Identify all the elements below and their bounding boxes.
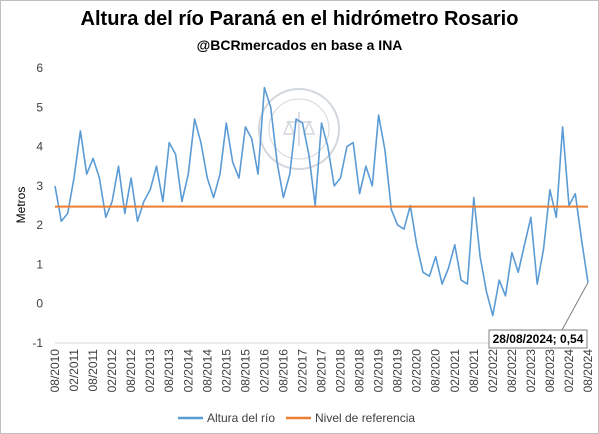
x-tick-label: 02/2023 — [524, 349, 538, 393]
x-tick-label: 08/2015 — [238, 349, 252, 393]
x-tick-label: 02/2014 — [181, 349, 195, 393]
x-tick-label: 02/2017 — [295, 349, 309, 393]
x-tick-label: 02/2020 — [410, 349, 424, 393]
x-tick-label: 02/2012 — [105, 349, 119, 393]
x-tick-label: 08/2014 — [200, 349, 214, 393]
chart-title: Altura del río Paraná en el hidrómetro R… — [80, 8, 519, 30]
y-tick-label: -1 — [32, 336, 43, 350]
y-axis-label: Metros — [14, 187, 28, 224]
watermark-seal — [258, 88, 340, 170]
y-tick-label: 5 — [36, 100, 43, 114]
x-tick-label: 02/2015 — [219, 349, 233, 393]
x-tick-label: 08/2021 — [467, 349, 481, 393]
y-tick-label: 0 — [36, 297, 43, 311]
annotation-box — [488, 329, 588, 349]
legend-label-altura: Altura del río — [207, 411, 275, 425]
x-tick-label: 02/2013 — [143, 349, 157, 393]
x-tick-label: 02/2019 — [372, 349, 386, 393]
x-tick-label: 08/2011 — [86, 349, 100, 392]
x-tick-label: 02/2011 — [67, 349, 81, 392]
y-tick-label: 6 — [36, 61, 43, 75]
x-tick-label: 02/2022 — [486, 349, 500, 393]
x-tick-label: 08/2020 — [429, 349, 443, 393]
x-tick-label: 02/2016 — [257, 349, 271, 393]
x-tick-label: 08/2016 — [276, 349, 290, 393]
y-tick-label: 3 — [36, 179, 43, 193]
chart-subtitle: @BCRmercados en base a INA — [196, 37, 403, 53]
x-tick-label: 02/2018 — [334, 349, 348, 393]
x-tick-label: 02/2024 — [562, 349, 576, 393]
x-tick-label: 08/2013 — [162, 349, 176, 393]
x-tick-label: 02/2021 — [448, 349, 462, 393]
y-tick-label: 2 — [36, 218, 43, 232]
x-tick-label: 08/2023 — [543, 349, 557, 393]
x-tick-label: 08/2019 — [391, 349, 405, 393]
y-tick-label: 4 — [36, 140, 43, 154]
x-tick-label: 08/2010 — [48, 349, 62, 393]
x-tick-label: 08/2024 — [581, 349, 595, 393]
x-tick-label: 08/2022 — [505, 349, 519, 393]
annotation-leader-line — [561, 282, 589, 331]
legend-label-referencia: Nivel de referencia — [315, 411, 415, 425]
x-tick-label: 08/2018 — [353, 349, 367, 393]
legend: Altura del río Nivel de referencia — [178, 411, 415, 425]
series-line-altura-del-rio — [54, 86, 589, 317]
y-tick-label: 1 — [36, 257, 43, 271]
x-tick-label: 08/2017 — [315, 349, 329, 393]
x-tick-label: 08/2012 — [124, 349, 138, 393]
annotation-label: 28/08/2024; 0,54 — [493, 332, 584, 346]
